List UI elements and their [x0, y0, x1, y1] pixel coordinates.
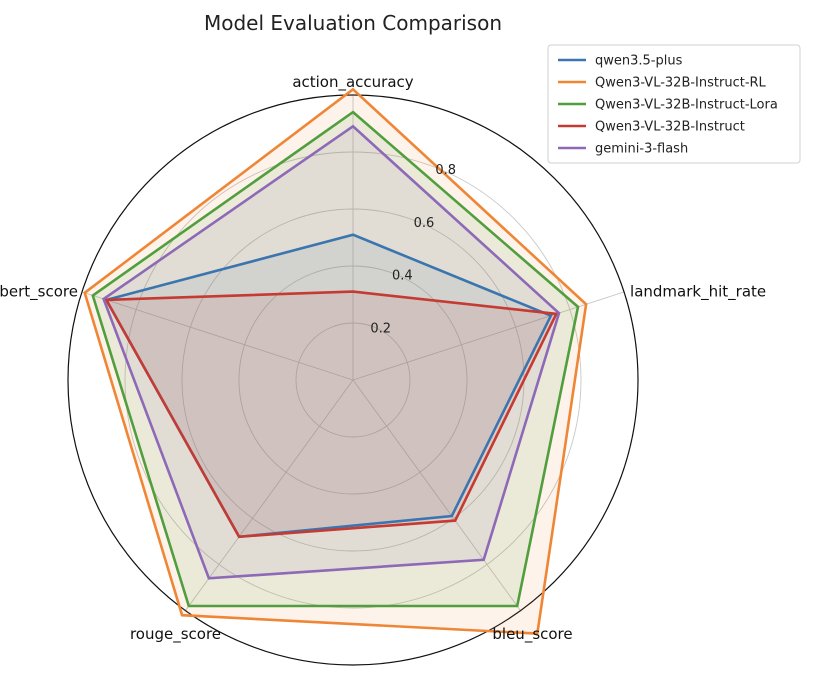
series-line-3 [91, 110, 580, 608]
axis-label-bert_score: bert_score [0, 282, 78, 301]
legend-box [547, 44, 801, 164]
series-line-2 [83, 87, 588, 635]
chart-title: Model Evaluation Comparison [204, 11, 502, 35]
spoke-bleu_score [352, 379, 521, 611]
axis-labels: action_accuracy landmark_hit_rate bleu_sco… [0, 73, 766, 644]
series-layer [83, 87, 588, 635]
tick-label-4: 0.8 [435, 163, 456, 178]
spoke-bert_score [81, 291, 354, 381]
outer-frame [67, 94, 639, 666]
legend-label-2: Qwen3-VL-32B-Instruct-RL [595, 76, 767, 91]
legend-label-1: qwen3.5-plus [595, 54, 683, 69]
spoke-rouge_score [185, 379, 354, 611]
axis-label-bleu_score: bleu_score [492, 625, 572, 644]
series-area-5 [103, 126, 559, 579]
series-area-1 [106, 234, 551, 537]
legend-label-3: Qwen3-VL-32B-Instruct-Lora [595, 98, 778, 113]
series-line-4 [104, 290, 559, 539]
radar-grid [67, 94, 639, 666]
legend: qwen3.5-plus Qwen3-VL-32B-Instruct-RL Qwen… [547, 44, 801, 164]
axis-label-landmark_hit_rate: landmark_hit_rate [630, 282, 766, 301]
series-line-1 [104, 233, 553, 539]
tick-label-3: 0.6 [414, 216, 435, 231]
series-area-4 [106, 291, 557, 537]
axis-label-action_accuracy: action_accuracy [292, 73, 413, 92]
radial-tick-labels: 0.2 0.4 0.6 0.8 [370, 163, 456, 336]
tick-label-2: 0.4 [392, 269, 413, 284]
tick-label-1: 0.2 [370, 321, 391, 336]
series-area-3 [92, 112, 579, 606]
series-line-5 [102, 124, 561, 580]
axis-label-rouge_score: rouge_score [130, 625, 221, 644]
legend-label-5: gemini-3-flash [595, 142, 688, 157]
legend-label-4: Qwen3-VL-32B-Instruct [595, 120, 745, 135]
